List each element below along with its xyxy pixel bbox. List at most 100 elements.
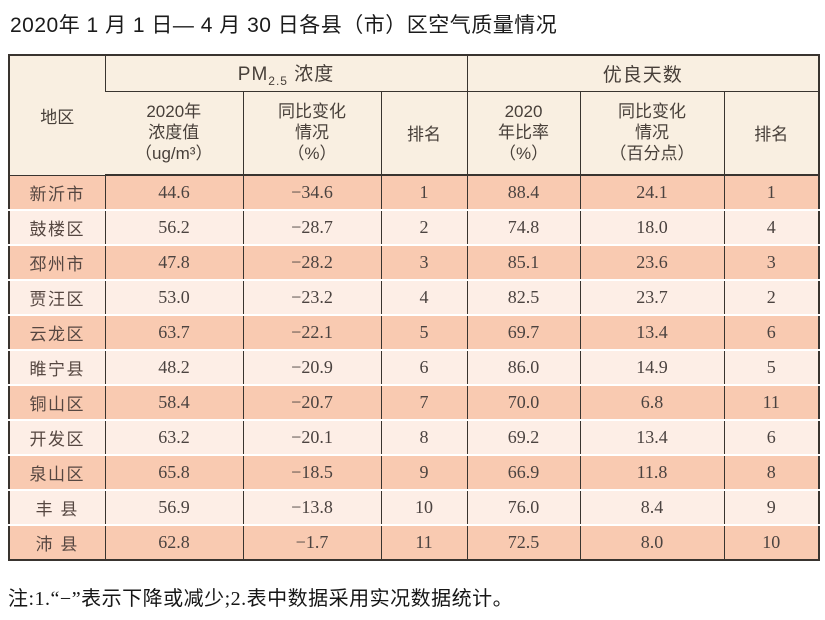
region-cell: 云龙区 (9, 314, 105, 350)
good-change-cell: 8.4 (579, 489, 725, 525)
column-header-pm25-value: 2020年 浓度值 （ug/m³） (105, 91, 243, 176)
pm25-value-cell: 56.9 (104, 489, 243, 525)
good-rank-cell: 2 (723, 279, 820, 315)
good-change-cell: 23.6 (579, 244, 725, 280)
table-header: 地区 PM2.5 浓度 优良天数 2020年 浓度值 （ug/m³） 同比变化 … (9, 55, 820, 176)
table-row: 贾汪区 53.0 −23.2 4 82.5 23.7 2 (9, 279, 820, 315)
pm25-rank-cell: 6 (380, 349, 468, 385)
good-rate-cell: 70.0 (466, 384, 581, 420)
table-row: 丰 县 56.9 −13.8 10 76.0 8.4 9 (9, 489, 820, 525)
region-cell: 开发区 (9, 419, 105, 455)
column-group-good-days: 优良天数 (466, 55, 820, 92)
page-title: 2020年 1 月 1 日— 4 月 30 日各县（市）区空气质量情况 (10, 14, 558, 37)
pm25-change-cell: −20.1 (242, 419, 381, 455)
column-header-region: 地区 (9, 55, 105, 176)
table-row: 睢宁县 48.2 −20.9 6 86.0 14.9 5 (9, 349, 820, 385)
region-cell: 睢宁县 (9, 349, 105, 385)
good-rank-cell: 1 (723, 175, 820, 210)
table-row: 开发区 63.2 −20.1 8 69.2 13.4 6 (9, 419, 820, 455)
pm25-rank-cell: 4 (380, 279, 468, 315)
good-rate-cell: 82.5 (466, 279, 581, 315)
table-row: 沛 县 62.8 −1.7 11 72.5 8.0 10 (9, 524, 820, 560)
good-change-cell: 23.7 (579, 279, 725, 315)
pm25-group-label: PM2.5 浓度 (237, 63, 335, 88)
region-cell: 沛 县 (9, 524, 105, 560)
pm25-value-cell: 62.8 (104, 524, 243, 560)
good-change-cell: 24.1 (579, 175, 725, 210)
pm25-change-cell: −28.2 (242, 244, 381, 280)
good-rank-cell: 11 (723, 384, 820, 420)
pm25-value-cell: 48.2 (104, 349, 243, 385)
good-rank-cell: 5 (723, 349, 820, 385)
good-days-group-label: 优良天数 (602, 64, 683, 86)
pm25-rank-cell: 3 (380, 244, 468, 280)
good-rate-cell: 85.1 (466, 244, 581, 280)
good-rate-cell: 69.2 (466, 419, 581, 455)
column-header-good-change: 同比变化 情况 （百分点） (579, 91, 725, 176)
column-header-good-rate: 2020 年比率 （%） (466, 91, 581, 176)
table-row: 铜山区 58.4 −20.7 7 70.0 6.8 11 (9, 384, 820, 420)
good-rank-cell: 8 (723, 454, 820, 490)
good-change-cell: 8.0 (579, 524, 725, 560)
good-change-cell: 6.8 (579, 384, 725, 420)
pm25-value-cell: 47.8 (104, 244, 243, 280)
table-row: 新沂市 44.6 −34.6 1 88.4 24.1 1 (9, 175, 820, 210)
pm25-change-cell: −20.7 (242, 384, 381, 420)
good-rate-cell: 72.5 (466, 524, 581, 560)
good-rate-cell: 69.7 (466, 314, 581, 350)
good-rate-cell: 86.0 (466, 349, 581, 385)
pm25-rank-cell: 5 (380, 314, 468, 350)
pm25-change-cell: −13.8 (242, 489, 381, 525)
region-cell: 邳州市 (9, 244, 105, 280)
pm25-value-cell: 53.0 (104, 279, 243, 315)
column-header-good-rank: 排名 (723, 91, 820, 176)
good-change-cell: 14.9 (579, 349, 725, 385)
pm25-change-cell: −18.5 (242, 454, 381, 490)
pm25-rank-cell: 1 (380, 175, 468, 210)
pm25-value-cell: 63.2 (104, 419, 243, 455)
pm25-change-cell: −28.7 (242, 209, 381, 245)
good-rank-cell: 3 (723, 244, 820, 280)
table-row: 鼓楼区 56.2 −28.7 2 74.8 18.0 4 (9, 209, 820, 245)
region-cell: 鼓楼区 (9, 209, 105, 245)
column-header-pm25-change: 同比变化 情况 （%） (242, 91, 381, 176)
column-group-pm25: PM2.5 浓度 (104, 55, 468, 92)
footnote: 注:1.“−”表示下降或减少;2.表中数据采用实况数据统计。 (8, 588, 514, 610)
good-rank-cell: 4 (723, 209, 820, 245)
region-cell: 贾汪区 (9, 279, 105, 315)
pm25-value-cell: 63.7 (104, 314, 243, 350)
pm25-rank-cell: 8 (380, 419, 468, 455)
good-rate-cell: 74.8 (466, 209, 581, 245)
good-rank-cell: 6 (723, 314, 820, 350)
table-body: 新沂市 44.6 −34.6 1 88.4 24.1 1 鼓楼区 56.2 −2… (9, 175, 820, 560)
table-row: 泉山区 65.8 −18.5 9 66.9 11.8 8 (9, 454, 820, 490)
good-rate-cell: 88.4 (466, 175, 581, 210)
good-rank-cell: 6 (723, 419, 820, 455)
good-rate-cell: 66.9 (466, 454, 581, 490)
pm25-rank-cell: 9 (380, 454, 468, 490)
pm25-rank-cell: 2 (380, 209, 468, 245)
pm25-value-cell: 44.6 (104, 175, 243, 210)
region-cell: 丰 县 (9, 489, 105, 525)
pm25-change-cell: −1.7 (242, 524, 381, 560)
good-change-cell: 11.8 (579, 454, 725, 490)
table-row: 邳州市 47.8 −28.2 3 85.1 23.6 3 (9, 244, 820, 280)
air-quality-table: 地区 PM2.5 浓度 优良天数 2020年 浓度值 （ug/m³） 同比变化 … (8, 54, 821, 561)
region-cell: 新沂市 (9, 175, 105, 210)
pm25-rank-cell: 7 (380, 384, 468, 420)
table-row: 云龙区 63.7 −22.1 5 69.7 13.4 6 (9, 314, 820, 350)
good-change-cell: 13.4 (579, 419, 725, 455)
pm25-change-cell: −22.1 (242, 314, 381, 350)
region-cell: 铜山区 (9, 384, 105, 420)
good-change-cell: 13.4 (579, 314, 725, 350)
column-header-pm25-rank: 排名 (380, 91, 468, 176)
good-rank-cell: 9 (723, 489, 820, 525)
pm25-value-cell: 65.8 (104, 454, 243, 490)
pm25-value-cell: 56.2 (104, 209, 243, 245)
good-rate-cell: 76.0 (466, 489, 581, 525)
good-change-cell: 18.0 (579, 209, 725, 245)
header-group-row: 地区 PM2.5 浓度 优良天数 (9, 55, 820, 176)
header-sub-row: 2020年 浓度值 （ug/m³） 同比变化 情况 （%） 排名 2020 年比… (9, 91, 820, 176)
pm25-change-cell: −23.2 (242, 279, 381, 315)
